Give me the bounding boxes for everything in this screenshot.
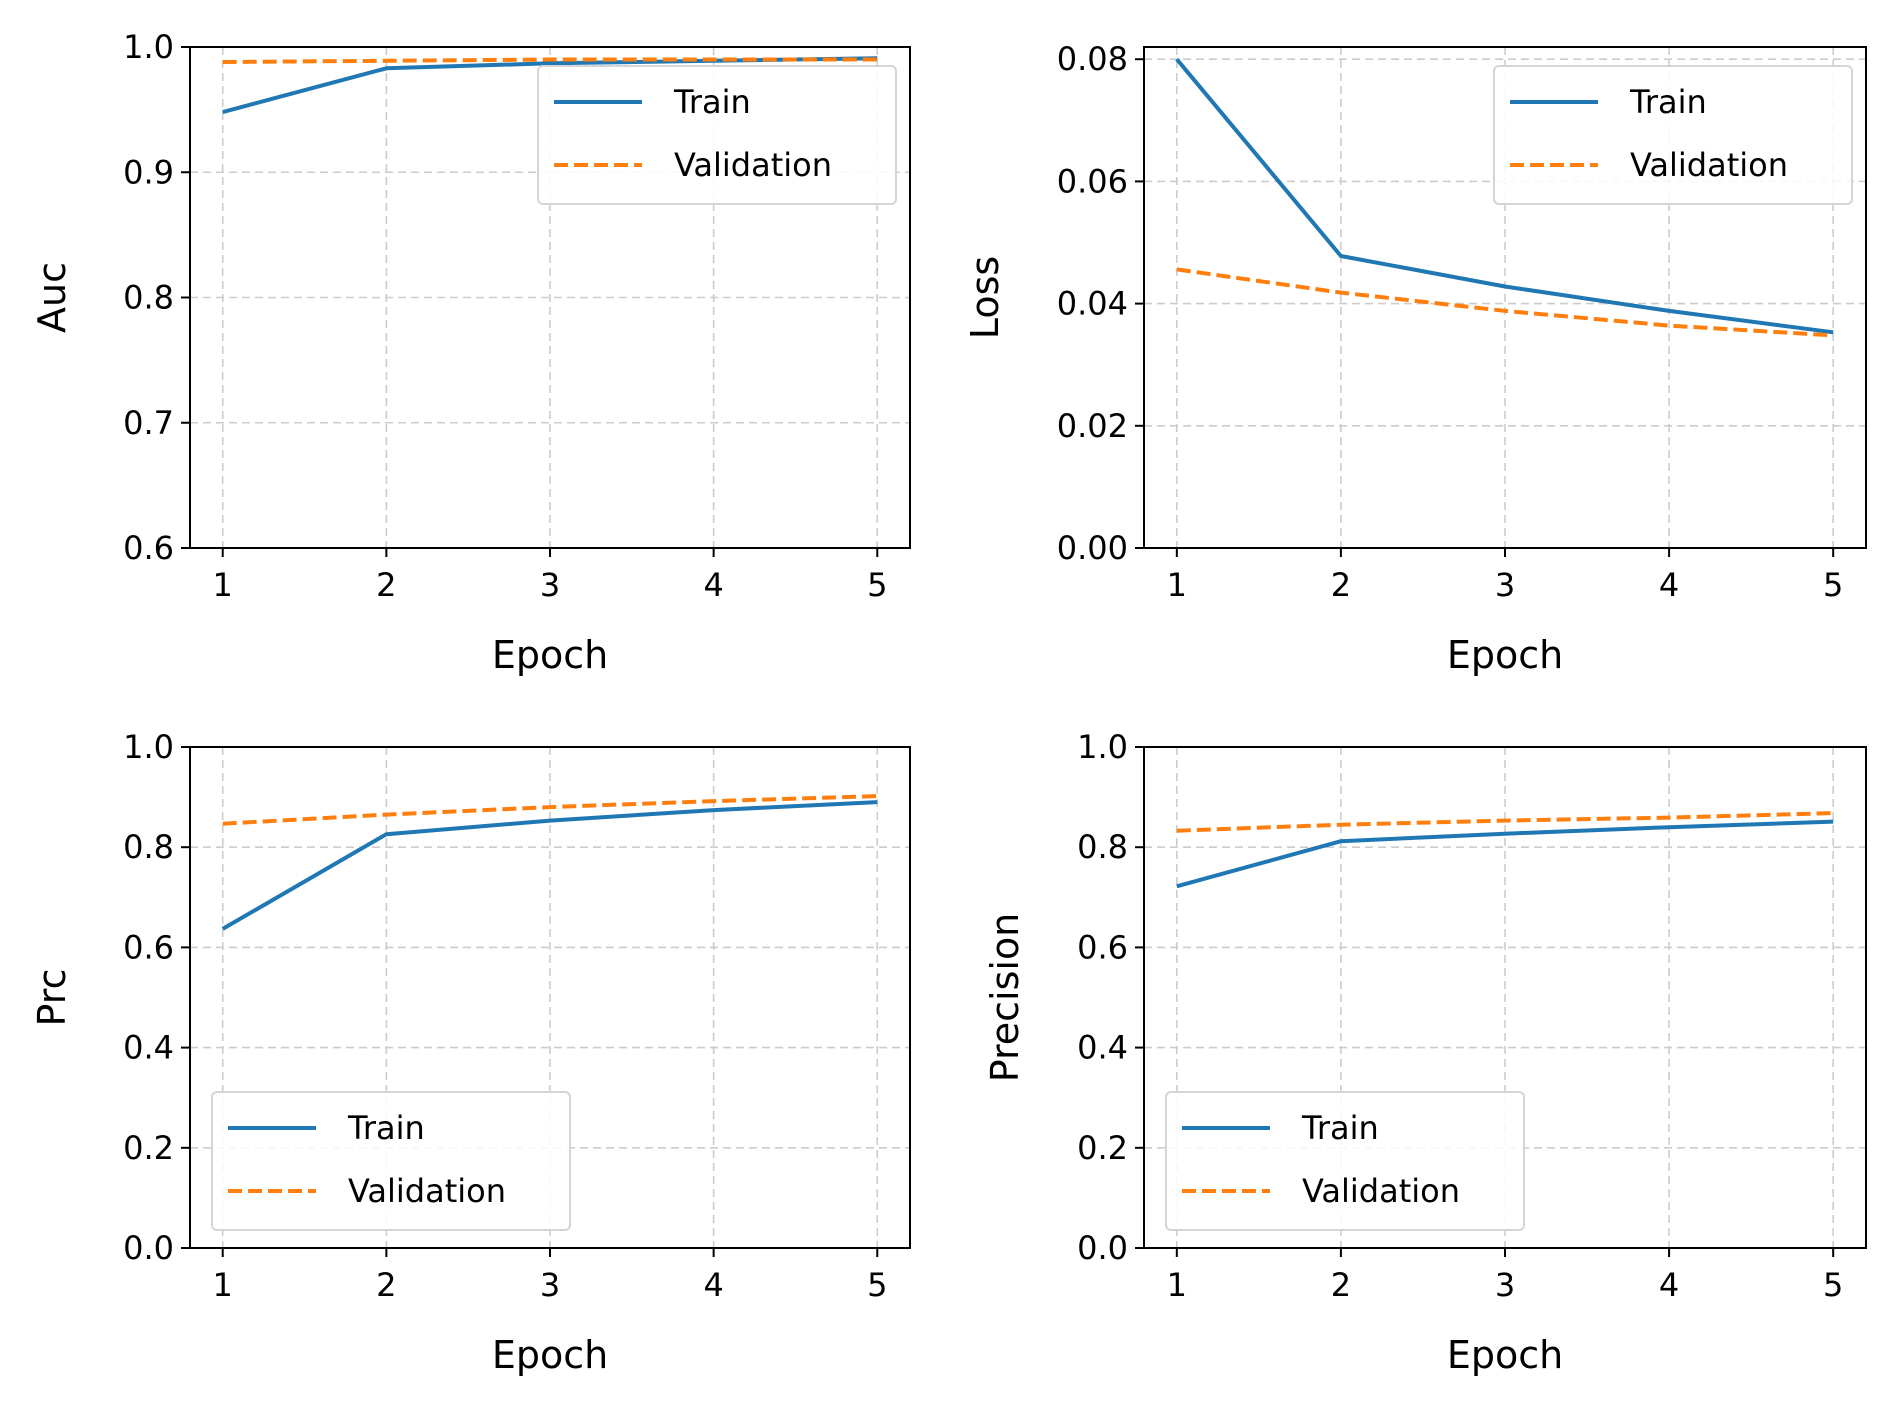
plot-frame [189, 746, 911, 1249]
x-tick-label: 5 [867, 1266, 887, 1304]
legend-label: Validation [674, 146, 832, 184]
y-tick-label: 0.0 [123, 1229, 174, 1267]
y-tick-label: 0.4 [123, 1029, 174, 1067]
y-tick-label: 0.06 [1057, 162, 1128, 200]
y-tick-label: 0.4 [1077, 1029, 1128, 1067]
x-tick-label: 3 [540, 566, 560, 604]
x-tick-label: 4 [703, 566, 723, 604]
plot-frame [189, 46, 911, 549]
series-line-train [221, 800, 878, 931]
legend-label: Validation [348, 1172, 506, 1210]
x-tick-label: 5 [867, 566, 887, 604]
chart-panel-3: 0.0 0.2 0.4 0.6 0.8 1.0 1 2 3 4 5 Epoch Prc Train Vali… [30, 728, 911, 1377]
x-tick-label: 3 [1495, 566, 1515, 604]
y-axis-label: Precision [983, 913, 1027, 1083]
x-tick-label: 5 [1823, 1266, 1843, 1304]
y-tick-label: 0.6 [123, 529, 174, 567]
x-axis-label: Epoch [492, 1333, 608, 1377]
y-tick-label: 0.04 [1057, 285, 1128, 323]
x-tick-label: 5 [1823, 566, 1843, 604]
series-line-validation [1176, 267, 1834, 338]
y-tick-label: 1.0 [1077, 728, 1128, 766]
series-line-validation [222, 794, 878, 826]
x-tick-label: 4 [703, 1266, 723, 1304]
x-tick-label: 2 [376, 566, 396, 604]
x-tick-label: 4 [1659, 566, 1679, 604]
x-axis-label: Epoch [492, 633, 608, 677]
y-tick-label: 1.0 [123, 728, 174, 766]
y-tick-label: 0.00 [1057, 529, 1128, 567]
x-tick-label: 1 [1167, 566, 1187, 604]
y-tick-label: 0.02 [1057, 407, 1128, 445]
chart-panel-4: 0.0 0.2 0.4 0.6 0.8 1.0 1 2 3 4 5 Epoch Precision Tra… [983, 728, 1867, 1377]
legend: Train Validation [537, 65, 897, 205]
chart-panel-2: 0.00 0.02 0.04 0.06 0.08 1 2 3 4 5 Epoch Loss Train V… [963, 40, 1867, 677]
y-tick-label: 1.0 [123, 28, 174, 66]
y-tick-label: 0.2 [1077, 1129, 1128, 1167]
series-line-train [1175, 57, 1834, 335]
y-tick-label: 0.2 [123, 1129, 174, 1167]
x-tick-label: 2 [376, 1266, 396, 1304]
series-line-train [1176, 819, 1834, 889]
plot-frame [1143, 746, 1867, 1249]
y-tick-label: 0.9 [123, 153, 174, 191]
y-tick-label: 0.8 [1077, 828, 1128, 866]
y-tick-label: 0.08 [1057, 40, 1128, 78]
legend-label: Train [673, 83, 751, 121]
x-tick-label: 1 [213, 566, 233, 604]
y-tick-label: 0.8 [123, 828, 174, 866]
x-tick-label: 1 [213, 1266, 233, 1304]
x-tick-label: 1 [1167, 1266, 1187, 1304]
legend-label: Train [347, 1109, 425, 1147]
chart-panel-1: 0.6 0.7 0.8 0.9 1.0 1 2 3 4 5 Epoch Auc Train Validat… [30, 28, 911, 677]
x-axis-label: Epoch [1447, 1333, 1563, 1377]
y-tick-label: 0.8 [123, 279, 174, 317]
legend: Train Validation [1493, 65, 1853, 205]
legend: Train Validation [1165, 1091, 1525, 1231]
legend: Train Validation [211, 1091, 571, 1231]
y-tick-label: 0.6 [123, 928, 174, 966]
series-line-validation [222, 57, 878, 64]
x-tick-label: 4 [1659, 1266, 1679, 1304]
y-tick-label: 0.0 [1077, 1229, 1128, 1267]
legend-label: Train [1301, 1109, 1379, 1147]
x-axis-label: Epoch [1447, 633, 1563, 677]
y-tick-label: 0.6 [1077, 928, 1128, 966]
series-line-validation [1176, 811, 1834, 833]
plot-frame [1143, 46, 1867, 549]
legend-label: Validation [1630, 146, 1788, 184]
x-tick-label: 2 [1331, 1266, 1351, 1304]
y-axis-label: Prc [30, 969, 74, 1027]
y-axis-label: Loss [963, 256, 1007, 339]
x-tick-label: 2 [1331, 566, 1351, 604]
legend-label: Validation [1302, 1172, 1460, 1210]
x-tick-label: 3 [1495, 1266, 1515, 1304]
legend-label: Train [1629, 83, 1707, 121]
y-tick-label: 0.7 [123, 404, 174, 442]
x-tick-label: 3 [540, 1266, 560, 1304]
y-axis-label: Auc [30, 262, 74, 333]
